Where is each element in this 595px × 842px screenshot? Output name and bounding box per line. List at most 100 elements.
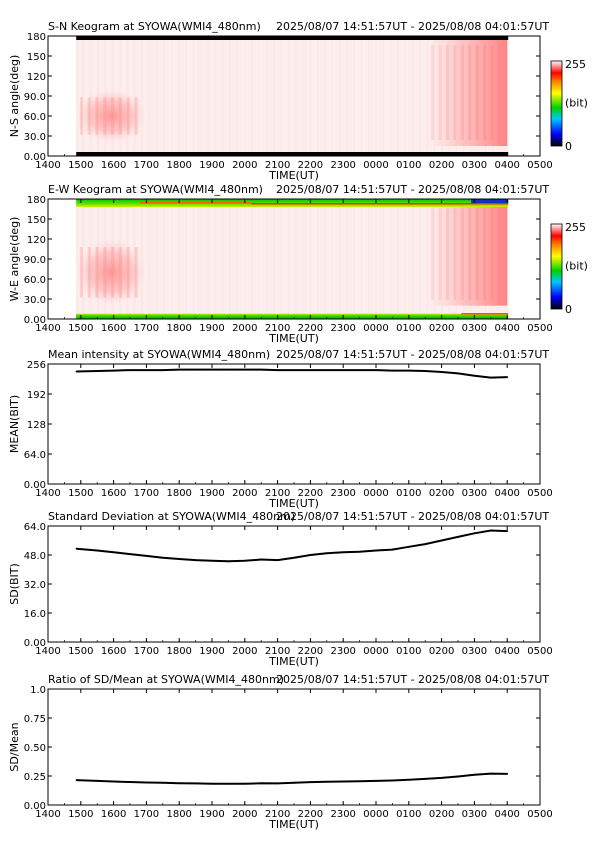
- y-tick-label: 0.00: [24, 315, 46, 326]
- data-point: [194, 782, 197, 785]
- heatmap-streak: [368, 199, 370, 319]
- heatmap-streak: [404, 199, 406, 319]
- x-tick-label: 0500: [527, 160, 552, 171]
- heatmap-streak: [140, 36, 142, 156]
- x-tick-label: 0200: [429, 488, 454, 499]
- aurora-streak: [497, 45, 501, 141]
- y-tick-label: 32.0: [24, 580, 46, 591]
- colorbar: [550, 223, 563, 310]
- heatmap-streak: [287, 36, 290, 156]
- x-tick-label: 1900: [199, 646, 224, 657]
- aurora-streak: [497, 208, 501, 300]
- data-point: [178, 782, 181, 785]
- aurora-streak: [126, 97, 130, 135]
- x-tick-label: 1500: [68, 160, 93, 171]
- data-point: [342, 551, 345, 554]
- aurora-streak: [446, 45, 449, 141]
- x-tick-label: 0100: [396, 160, 421, 171]
- heatmap-streak: [83, 36, 85, 156]
- x-tick-label: 2000: [232, 323, 257, 334]
- edge-streak: [251, 203, 509, 205]
- heatmap-streak: [287, 199, 290, 319]
- aurora-patch: [425, 202, 508, 306]
- heatmap-streak: [141, 36, 144, 156]
- data-point: [342, 780, 345, 783]
- x-tick-label: 0500: [527, 488, 552, 499]
- aurora-streak: [95, 97, 99, 135]
- data-point: [309, 369, 312, 371]
- colorbar-max-label: 255: [565, 58, 586, 71]
- panel-time-range: 2025/08/07 14:51:57UT - 2025/08/08 04:01…: [276, 20, 549, 33]
- aurora-streak: [111, 247, 115, 298]
- y-tick-label: 120: [27, 235, 46, 246]
- x-tick-label: 0400: [494, 160, 519, 171]
- heatmap-streak: [295, 199, 297, 319]
- y-tick-label: 0.00: [24, 480, 46, 491]
- aurora-streak: [483, 45, 486, 141]
- x-tick-label: 1900: [199, 809, 224, 820]
- plot-frame: [47, 688, 541, 806]
- plot-frame: [47, 363, 541, 485]
- y-tick-label: 48.0: [24, 551, 46, 562]
- heatmap-streak: [193, 36, 195, 156]
- x-tick-label: 1800: [166, 809, 191, 820]
- heatmap-streak: [331, 199, 333, 319]
- x-tick-label: 1400: [35, 646, 60, 657]
- data-point: [457, 372, 459, 375]
- x-tick-label: 2100: [265, 646, 290, 657]
- x-tick-label: 1900: [199, 323, 224, 334]
- data-point: [309, 781, 312, 784]
- heatmap-streak: [280, 199, 282, 319]
- x-tick-label: 1900: [199, 160, 224, 171]
- heatmap-streak: [397, 199, 399, 319]
- x-tick-label: 2300: [330, 160, 355, 171]
- heatmap-streak: [506, 36, 509, 156]
- aurora-patch: [75, 239, 147, 306]
- x-tick-label: 0200: [429, 646, 454, 657]
- sn-keogram-panel: S-N Keogram at SYOWA(WMI4_480nm) 2025/08/…: [8, 20, 588, 182]
- x-tick-label: 1700: [134, 160, 159, 171]
- x-tick-label: 2300: [330, 323, 355, 334]
- data-point: [293, 369, 295, 371]
- data-point: [243, 368, 246, 371]
- aurora-streak: [111, 97, 115, 135]
- aurora-streak: [118, 247, 122, 298]
- y-tick-label: 180: [27, 195, 46, 206]
- x-tick-label: 0400: [494, 646, 519, 657]
- data-point: [243, 559, 246, 562]
- x-tick-label: 2100: [265, 488, 290, 499]
- data-point: [424, 370, 427, 372]
- heatmap-image: [75, 36, 509, 156]
- x-axis-label: TIME(UT): [268, 169, 319, 182]
- heatmap-streak: [149, 36, 151, 156]
- heatmap-streak: [339, 36, 341, 156]
- x-tick-label: 2200: [298, 809, 323, 820]
- data-point: [457, 775, 459, 778]
- x-tick-label: 1700: [134, 323, 159, 334]
- aurora-patch: [75, 89, 147, 143]
- data-point: [358, 369, 361, 371]
- data-point: [325, 780, 328, 783]
- heatmap-streak: [185, 199, 187, 319]
- y-tick-label: 150: [27, 215, 46, 226]
- data-point: [391, 369, 394, 372]
- x-tick-label: 0200: [429, 160, 454, 171]
- heatmap-streak: [193, 199, 195, 319]
- heatmap-streak: [214, 36, 217, 156]
- heatmap-streak: [82, 36, 84, 156]
- data-point: [375, 549, 377, 552]
- data-point: [473, 532, 476, 535]
- aurora-streak: [118, 97, 122, 135]
- x-tick-label: 1500: [68, 809, 93, 820]
- data-point: [424, 543, 427, 546]
- heatmap-streak: [76, 199, 78, 319]
- x-tick-label: 0100: [396, 488, 421, 499]
- heatmap-streak: [382, 199, 385, 319]
- x-tick-label: 2200: [298, 488, 323, 499]
- data-point: [473, 374, 476, 377]
- aurora-streak: [87, 97, 91, 135]
- y-tick-label: 0.00: [24, 152, 46, 163]
- heatmap-streak: [258, 199, 260, 319]
- heatmap-streak: [163, 36, 166, 156]
- x-tick-label: 1500: [68, 488, 93, 499]
